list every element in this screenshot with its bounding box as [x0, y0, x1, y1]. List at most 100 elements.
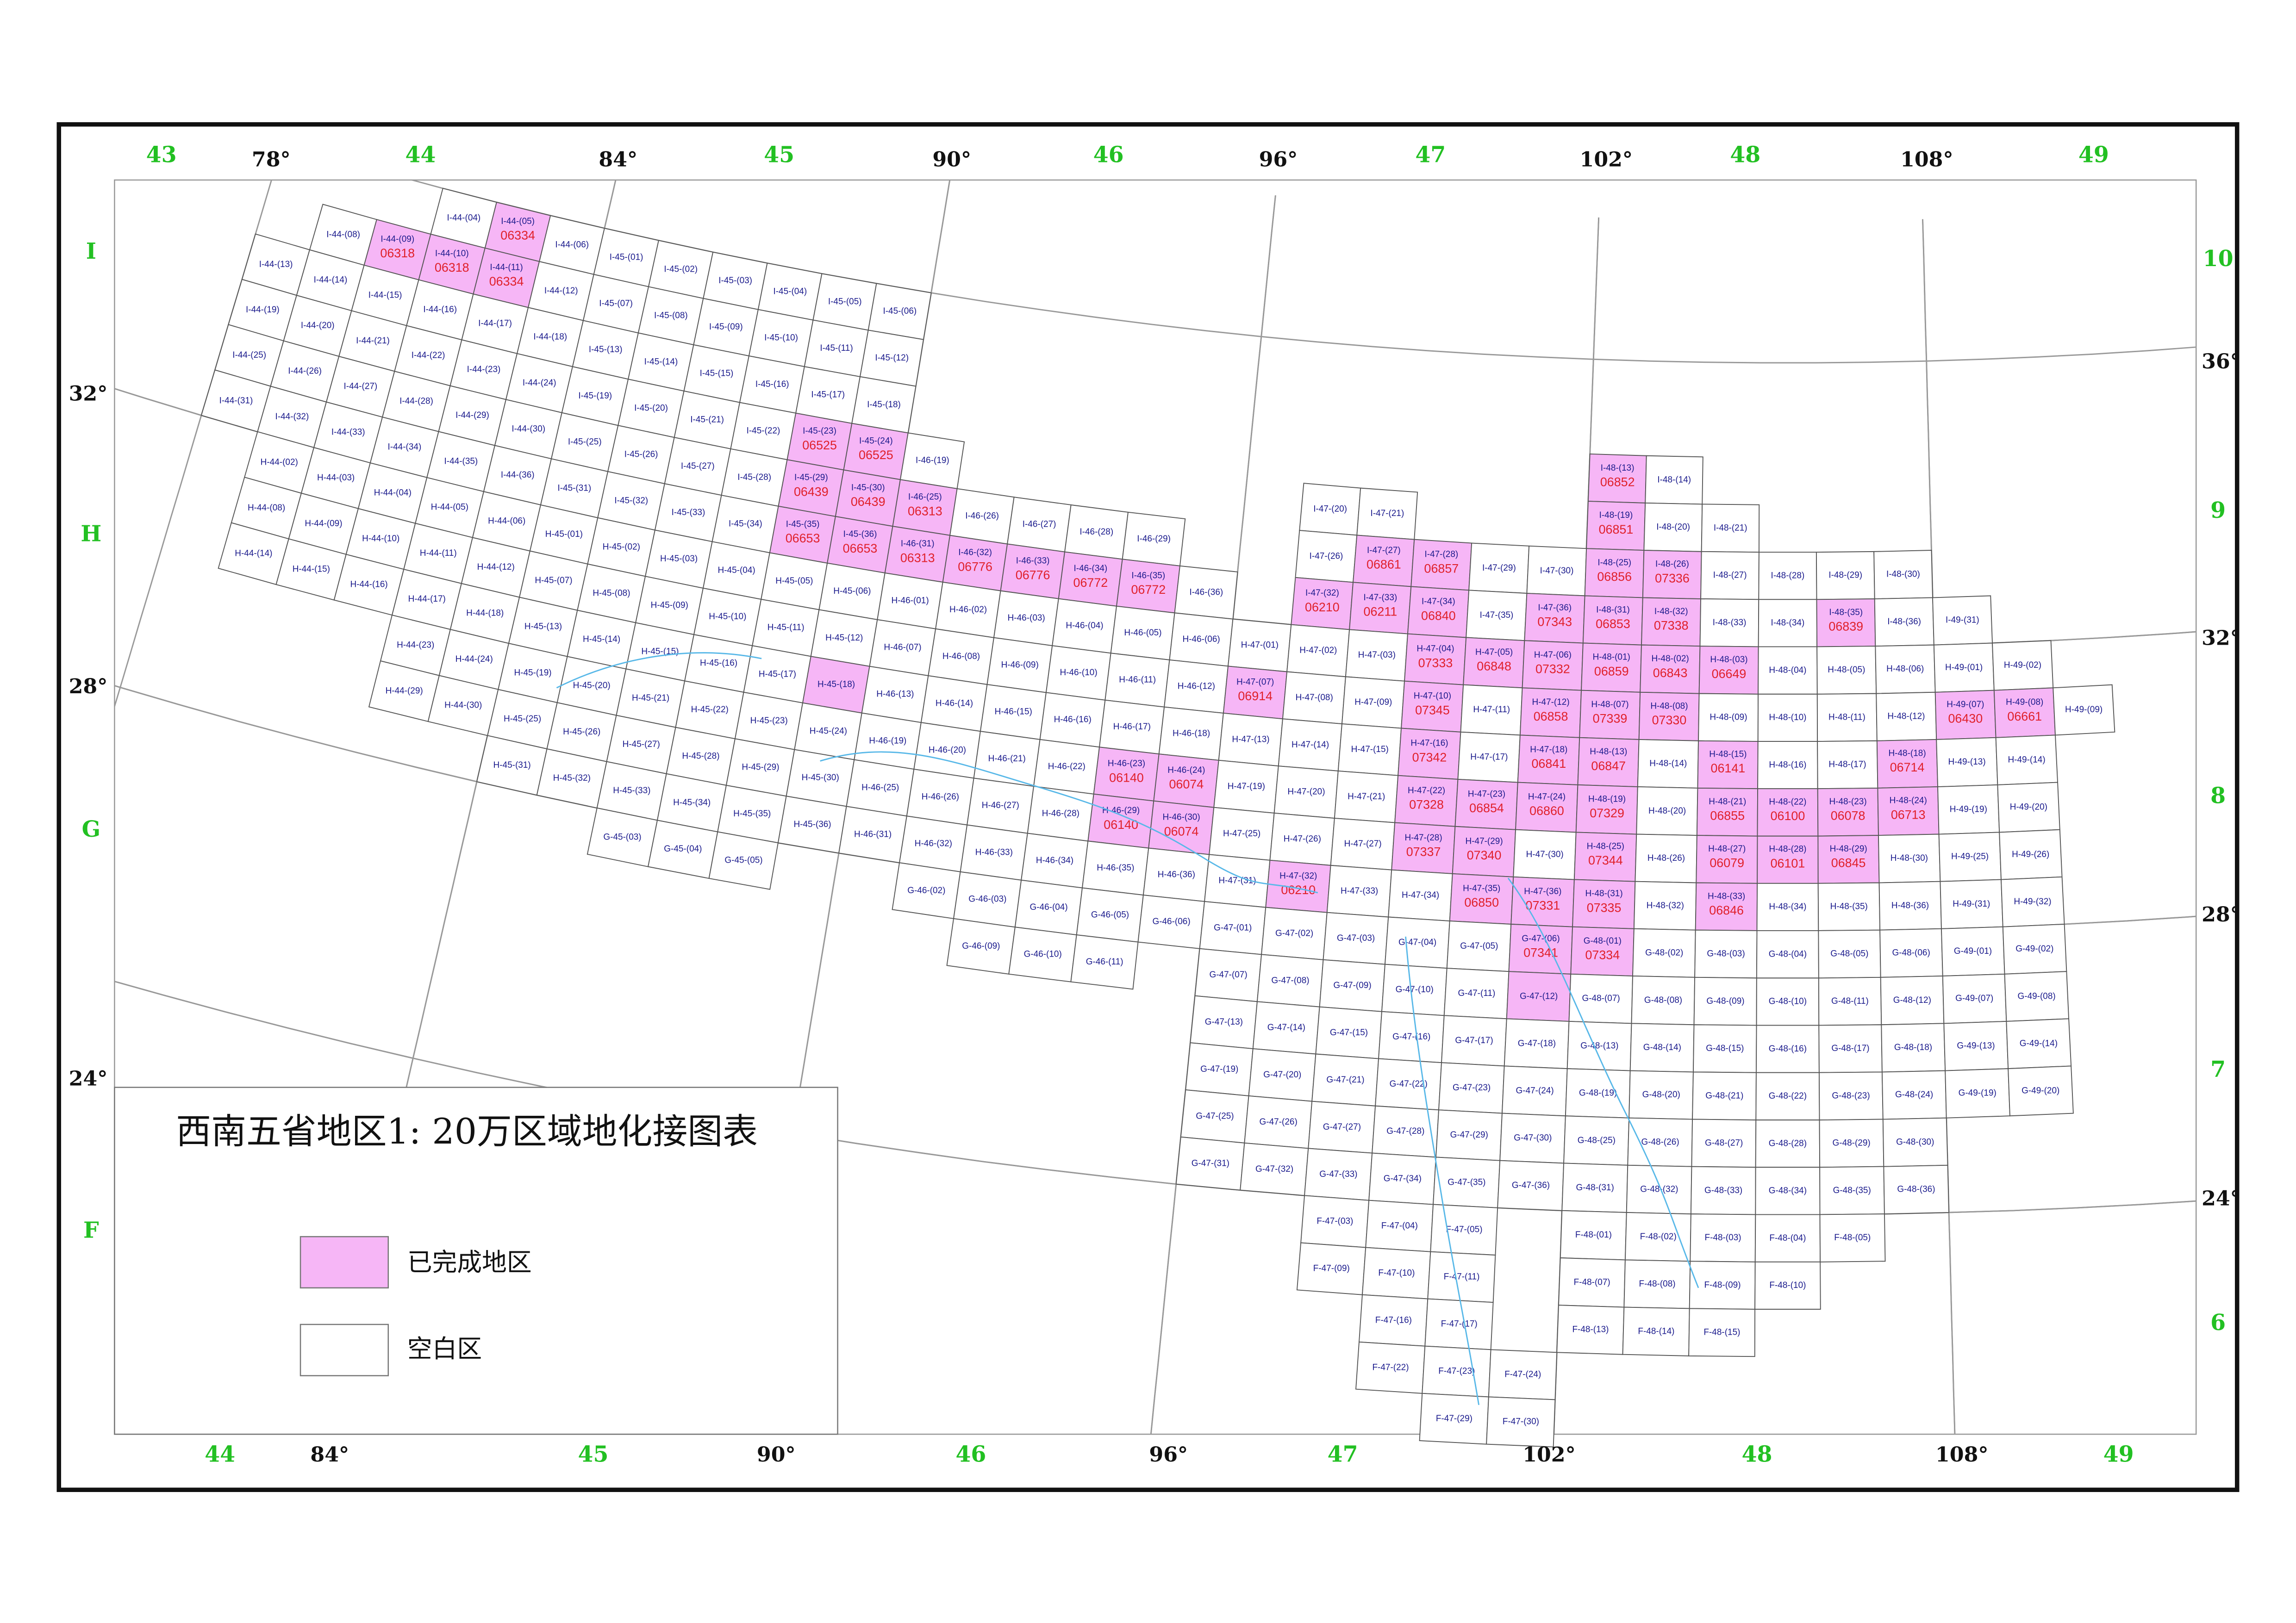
- sheet-id: F-48-(09): [1704, 1280, 1741, 1290]
- row-number: 10: [2203, 246, 2234, 272]
- legend-box: [114, 1087, 838, 1435]
- river: [556, 652, 762, 689]
- sheet-id: G-47-(31): [1192, 1158, 1229, 1168]
- sheet-id: I-47-(36): [1538, 603, 1572, 613]
- sheet-id: F-47-(29): [1436, 1414, 1472, 1424]
- sheet-id: I-45-(22): [747, 426, 780, 436]
- longitude-label: 102°: [1522, 1443, 1576, 1467]
- sheet-id: I-48-(28): [1771, 571, 1805, 580]
- sheet-id: I-44-(24): [523, 378, 556, 388]
- sheet-id: I-47-(21): [1371, 509, 1404, 518]
- sheet-id: H-46-(18): [1173, 728, 1210, 738]
- map-sheet: [2008, 1065, 2074, 1117]
- sheet-id: H-47-(23): [1468, 789, 1505, 799]
- sheet-id: F-47-(04): [1381, 1221, 1418, 1231]
- sheet-id: H-48-(22): [1769, 797, 1806, 807]
- rivers: [556, 652, 1699, 1405]
- sheet-id: I-44-(31): [219, 396, 253, 405]
- sheet-id: I-45-(20): [634, 403, 668, 413]
- sheet-id: H-49-(32): [2014, 897, 2051, 907]
- sheet-code: 07333: [1418, 656, 1453, 670]
- sheet-id: I-45-(09): [709, 322, 743, 332]
- sheet-id: H-47-(08): [1296, 693, 1333, 703]
- sheet-id: H-46-(35): [1097, 863, 1134, 873]
- sheet-id: G-47-(14): [1267, 1023, 1305, 1032]
- row-number: 8: [2210, 783, 2226, 808]
- sheet-id: H-47-(36): [1524, 887, 1561, 896]
- sheet-id: I-45-(25): [568, 437, 602, 447]
- sheet-id: G-49-(08): [2018, 991, 2056, 1001]
- sheet-id: H-47-(34): [1402, 890, 1439, 900]
- sheet-id: H-45-(27): [623, 740, 660, 749]
- sheet-id: H-48-(25): [1587, 841, 1624, 851]
- longitude-label: 96°: [1259, 147, 1298, 171]
- sheet-id: H-47-(35): [1463, 884, 1500, 894]
- map-sheet: [1883, 1164, 1950, 1215]
- sheet-id: H-44-(08): [248, 503, 285, 513]
- latitude-label: 32°: [2202, 626, 2240, 650]
- sheet-id: H-49-(13): [1948, 757, 1985, 767]
- sheet-code: 07337: [1406, 845, 1441, 859]
- sheet-code: 06776: [1016, 568, 1050, 582]
- sheet-id: I-44-(34): [388, 442, 422, 452]
- sheet-code: 06649: [1712, 667, 1747, 681]
- sheet-id: I-44-(26): [288, 367, 322, 376]
- sheet-id: I-46-(36): [1189, 587, 1223, 597]
- sheet-code: 07339: [1593, 712, 1628, 726]
- sheet-id: I-44-(36): [501, 470, 535, 480]
- sheet-id: H-45-(12): [825, 633, 863, 643]
- sheet-id: H-46-(30): [1162, 813, 1200, 822]
- sheet-id: H-46-(25): [861, 783, 899, 793]
- outer-frame: [56, 122, 2240, 1492]
- latitude-label: 24°: [69, 1066, 108, 1090]
- latitude-label: 32°: [69, 381, 108, 405]
- sheet-id: G-47-(13): [1205, 1017, 1243, 1027]
- sheet-id: H-47-(06): [1534, 650, 1572, 660]
- sheet-code: 06334: [489, 274, 524, 288]
- sheet-id: H-48-(03): [1710, 655, 1747, 665]
- sheet-code: 07343: [1537, 615, 1572, 629]
- sheet-id: I-45-(30): [851, 483, 885, 492]
- sheet-id: G-48-(16): [1769, 1044, 1807, 1054]
- sheet-id: H-48-(34): [1769, 902, 1806, 912]
- sheet-code: 06840: [1421, 609, 1456, 622]
- sheet-id: H-46-(26): [922, 792, 959, 802]
- sheet-id: I-46-(31): [901, 539, 935, 549]
- sheet-id: H-45-(24): [810, 726, 847, 736]
- sheet-id: I-45-(36): [843, 529, 877, 539]
- sheet-id: H-44-(12): [477, 562, 515, 572]
- river: [1405, 936, 1480, 1405]
- sheet-id: F-47-(05): [1446, 1225, 1482, 1234]
- zone-label: 45: [764, 142, 794, 168]
- sheet-code: 06078: [1831, 808, 1866, 822]
- sheet-id: H-47-(12): [1532, 697, 1570, 707]
- sheet-id: F-47-(10): [1378, 1268, 1415, 1278]
- sheet-id: G-47-(23): [1453, 1083, 1491, 1093]
- sheet-id: H-48-(04): [1769, 665, 1806, 675]
- sheet-id: H-45-(14): [583, 634, 620, 644]
- zone-label: 46: [1093, 142, 1124, 168]
- sheet-id: H-48-(07): [1591, 700, 1628, 709]
- legend-swatch: [299, 1324, 389, 1376]
- sheet-code: 06848: [1477, 659, 1511, 673]
- sheet-id: H-47-(27): [1344, 839, 1382, 849]
- sheet-id: I-44-(28): [399, 397, 433, 406]
- sheet-id: H-45-(32): [553, 773, 591, 783]
- sheet-id: F-47-(17): [1441, 1319, 1478, 1329]
- river: [1507, 877, 1699, 1288]
- sheet-id: G-45-(04): [664, 844, 702, 854]
- sheet-code: 06653: [843, 541, 878, 555]
- sheet-id: G-47-(27): [1323, 1122, 1361, 1132]
- sheet-id: H-49-(08): [2006, 697, 2043, 707]
- sheet-id: H-45-(19): [514, 668, 551, 678]
- sheet-id: I-45-(07): [599, 298, 633, 308]
- sheet-id: H-44-(16): [350, 580, 388, 590]
- map-title: 西南五省地区1: 20万区域地化接图表: [176, 1111, 758, 1152]
- map-sheet: [2053, 684, 2115, 736]
- sheet-id: G-47-(07): [1209, 970, 1247, 980]
- sheet-id: I-44-(32): [275, 412, 309, 422]
- sheet-code: 06839: [1828, 620, 1863, 634]
- sheet-id: H-46-(29): [1102, 806, 1140, 815]
- sheet-code: 06856: [1597, 570, 1632, 584]
